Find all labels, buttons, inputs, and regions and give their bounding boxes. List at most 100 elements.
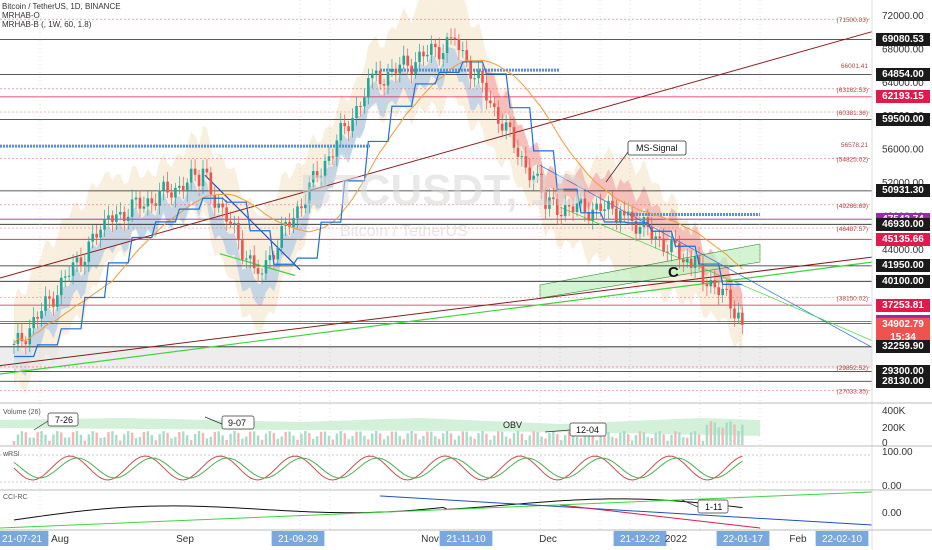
indicator-header-2[interactable]: MRHAB-B (, 1W, 60, 1.8) (2, 20, 92, 29)
volume-bar (99, 437, 102, 445)
volume-bar (426, 431, 429, 445)
time-highlight (815, 531, 869, 546)
obv-band (0, 418, 760, 436)
volume-bar (611, 436, 614, 445)
volume-bar (252, 431, 256, 445)
volume-bar (146, 431, 150, 445)
volume-bar (217, 431, 220, 445)
orange-ma (13, 59, 743, 345)
volume-bar (552, 431, 555, 445)
candle-body (146, 198, 150, 207)
candle-body (473, 78, 476, 80)
candle-body (79, 257, 83, 267)
time-label: Feb (789, 534, 807, 545)
volume-bar (489, 439, 492, 445)
candle-body (126, 216, 130, 222)
callout-9-07[interactable]: 9-07 (204, 415, 255, 430)
time-axis[interactable]: 21-07-21 Aug Sep 21-09-29 Nov 21-11-10 Dec 21-1… (0, 531, 869, 546)
candle-body (111, 215, 114, 222)
candle-body (426, 54, 429, 57)
volume-bar (182, 431, 185, 445)
volume-bar (493, 435, 496, 445)
candle-body (685, 258, 689, 263)
time-label: 21-11-10 (446, 534, 486, 545)
volume-bar (713, 422, 716, 445)
ms-signal-pointer (605, 151, 629, 183)
candle-body (658, 236, 661, 239)
candle-body (363, 97, 366, 107)
cci-trend-blue (379, 495, 873, 526)
candle-body (87, 241, 91, 262)
candle-body (697, 256, 701, 265)
candle-body (378, 70, 382, 85)
wrsi-line (13, 455, 743, 481)
symbol-header[interactable]: Bitcoin / TetherUS, 1D, BINANCE (2, 2, 121, 11)
volume-bar (721, 427, 724, 445)
volume-bar (500, 431, 504, 445)
candle-body (130, 199, 134, 217)
volume-bar (386, 435, 390, 445)
volume-bar (170, 438, 173, 445)
volume-bar (162, 431, 165, 445)
volume-bar (709, 421, 713, 445)
time-label: 21-09-29 (278, 534, 318, 545)
callout-1-11[interactable]: 1-11 (681, 499, 729, 514)
candle-body (512, 127, 516, 148)
time-label: 21-12-22 (620, 534, 660, 545)
price-tick: 56000.00 (882, 145, 924, 156)
volume-bar (402, 439, 405, 445)
candle-body (678, 243, 681, 260)
time-highlight (0, 531, 49, 546)
candle-body (485, 82, 488, 101)
callout-12-04[interactable]: 12-04 (544, 422, 607, 437)
candle-body (386, 72, 390, 86)
candle-body (729, 289, 732, 309)
volume-bar (375, 431, 378, 445)
volume-bar (79, 434, 83, 445)
volume-bar (233, 431, 236, 445)
volume-bar (60, 432, 63, 445)
volume-bar (91, 431, 94, 445)
candle-body (579, 198, 583, 204)
candle-body (725, 288, 728, 290)
price-tag: 28130.00 (876, 374, 930, 388)
candle-body (493, 103, 496, 108)
candle-body (508, 122, 512, 128)
watermark-ticker: BTCUSDT, 1D (300, 166, 586, 215)
volume-bar (540, 436, 543, 445)
candle-body (315, 171, 319, 178)
volume-bar (225, 439, 228, 445)
fib-label: 56578.21 (841, 142, 868, 149)
candle-body (741, 312, 744, 325)
volume-bar (272, 433, 276, 445)
candle-body (343, 122, 347, 127)
volume-bar (12, 441, 16, 445)
volume-bar (508, 438, 512, 445)
volume-bar (174, 436, 177, 445)
volume-bar (343, 433, 346, 445)
candle-body (40, 310, 43, 319)
callout-7-26[interactable]: 7-26 (33, 412, 79, 431)
candle-body (422, 51, 425, 57)
volume-bar (465, 431, 468, 445)
volume-bar (497, 431, 500, 445)
candle-body (52, 298, 55, 307)
ms-signal-box[interactable] (627, 140, 687, 156)
volume-bar (461, 431, 465, 445)
obv-label: OBV (503, 420, 522, 430)
price-tag: 69080.53 (876, 32, 930, 46)
fib-label: 66001.41 (841, 63, 868, 70)
candle-body (256, 268, 260, 274)
time-label: 21-07-21 (2, 534, 42, 545)
price-tag: 62193.15 (876, 90, 930, 104)
cci-trend-green (0, 491, 873, 529)
candle-body (737, 312, 740, 319)
volume-bar (682, 437, 685, 445)
volume-bar (292, 435, 295, 445)
volume-bar (595, 440, 598, 445)
middle-trendline (0, 256, 873, 367)
indicator-header-1[interactable]: MRHAB-O (2, 11, 40, 20)
volume-bar (642, 432, 646, 445)
candle-body (481, 71, 484, 83)
